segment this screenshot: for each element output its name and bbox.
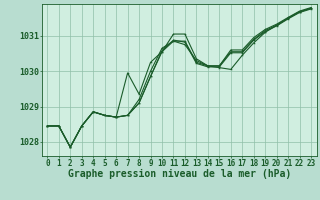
X-axis label: Graphe pression niveau de la mer (hPa): Graphe pression niveau de la mer (hPa) xyxy=(68,169,291,179)
